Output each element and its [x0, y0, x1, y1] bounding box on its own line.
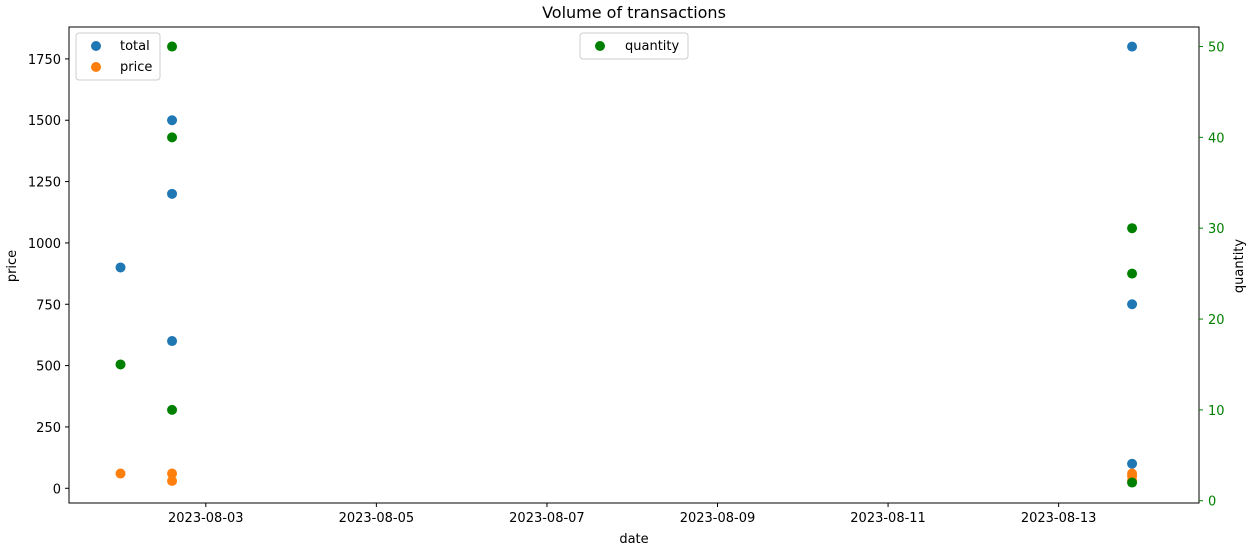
quantity-point	[1127, 223, 1138, 234]
x-tick-label: 2023-08-05	[339, 511, 415, 526]
y-left-tick-label: 1000	[28, 237, 61, 252]
total-point	[1127, 41, 1138, 52]
total-point	[115, 262, 126, 273]
y-right-tick-label: 50	[1208, 41, 1225, 56]
legend-quantity-marker	[595, 41, 605, 51]
y-axis-left: 0 250 500 750 1000 1250 1500 1750	[28, 53, 69, 497]
y-axis-right-label: quantity	[1232, 239, 1247, 294]
y-left-tick-label: 1250	[28, 176, 61, 191]
x-tick-label: 2023-08-11	[850, 511, 926, 526]
plot-frame	[68, 26, 1200, 504]
total-point	[1127, 299, 1138, 310]
legend-right-frame	[579, 32, 689, 60]
y-right-tick-label: 10	[1208, 404, 1225, 419]
price-point	[167, 475, 178, 486]
y-axis-left-label: price	[5, 250, 20, 282]
price-point	[115, 468, 126, 479]
total-point	[1127, 458, 1138, 469]
y-left-tick-label: 1500	[28, 114, 61, 129]
data-points	[115, 41, 1138, 488]
legend-price-label: price	[120, 60, 152, 75]
y-right-tick-label: 30	[1208, 222, 1225, 237]
y-left-tick-label: 750	[36, 298, 61, 313]
legend-total-label: total	[120, 39, 150, 54]
x-axis-label: date	[619, 532, 648, 547]
y-right-tick-label: 20	[1208, 313, 1225, 328]
y-right-tick-label: 40	[1208, 131, 1225, 146]
y-left-tick-label: 250	[36, 421, 61, 436]
x-tick-label: 2023-08-07	[509, 511, 585, 526]
y-left-tick-label: 500	[36, 360, 61, 375]
legend-price-marker	[91, 62, 101, 72]
legend-total-marker	[91, 41, 101, 51]
total-point	[167, 336, 178, 347]
quantity-point	[115, 359, 126, 370]
total-point	[167, 188, 178, 199]
chart-title: Volume of transactions	[542, 3, 726, 22]
x-axis: 2023-08-03 2023-08-05 2023-08-07 2023-08-09…	[168, 503, 1096, 526]
x-tick-label: 2023-08-03	[168, 511, 244, 526]
legend-left: total price	[75, 32, 161, 81]
legend-quantity-label: quantity	[625, 39, 680, 54]
quantity-point	[167, 41, 178, 52]
quantity-point	[1127, 268, 1138, 279]
legend-right: quantity	[579, 32, 689, 60]
total-point	[167, 115, 178, 126]
y-left-tick-label: 1750	[28, 53, 61, 68]
y-left-tick-label: 0	[53, 482, 61, 497]
x-tick-label: 2023-08-13	[1021, 511, 1097, 526]
x-tick-label: 2023-08-09	[680, 511, 756, 526]
quantity-point	[167, 404, 178, 415]
price-point	[167, 468, 178, 479]
y-right-tick-label: 0	[1208, 495, 1216, 510]
quantity-point	[167, 132, 178, 143]
quantity-point	[1127, 477, 1138, 488]
y-axis-right: 0 10 20 30 40 50	[1199, 41, 1225, 510]
